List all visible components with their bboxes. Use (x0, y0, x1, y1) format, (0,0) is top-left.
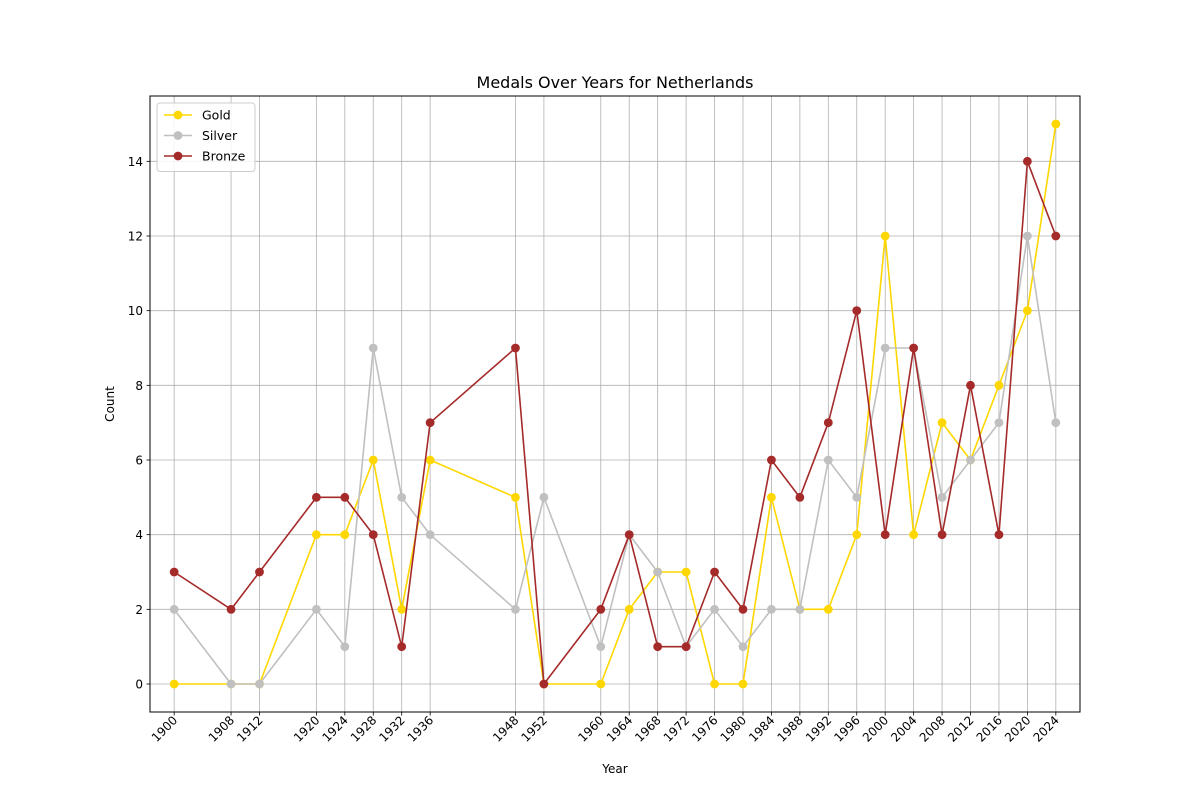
gold-point (994, 380, 1004, 390)
legend-item-bronze: Bronze (164, 149, 246, 164)
gold-point (1051, 119, 1061, 129)
gold-point (710, 679, 719, 689)
chart-title: Medals Over Years for Netherlands (477, 73, 754, 92)
y-axis-ticks: 0 2 4 6 8 10 12 14 (128, 155, 150, 692)
y-tick-label: 8 (135, 379, 143, 393)
silver-point (1051, 418, 1061, 428)
silver-point (767, 604, 776, 614)
bronze-point (624, 530, 634, 540)
legend-item-silver: Silver (164, 128, 238, 143)
bronze-point (1051, 231, 1061, 241)
silver-point (653, 567, 663, 577)
gold-point (397, 604, 407, 614)
silver-point (596, 642, 606, 652)
silver-point (738, 642, 748, 652)
silver-point (255, 679, 264, 689)
bronze-point (681, 642, 691, 652)
silver-point (937, 492, 947, 502)
bronze-point (880, 530, 890, 540)
gold-point (169, 679, 179, 689)
legend-item-gold: Gold (164, 108, 231, 123)
bronze-point (909, 343, 919, 353)
bronze-point (311, 492, 321, 502)
y-tick-label: 10 (128, 304, 143, 318)
legend-label: Silver (202, 128, 238, 143)
gold-point (767, 492, 776, 502)
bronze-point (966, 380, 975, 390)
gold-point (368, 455, 378, 465)
bronze-point (738, 604, 748, 614)
x-axis-title: Year (601, 762, 627, 776)
y-tick-label: 12 (128, 230, 143, 244)
silver-point (994, 418, 1004, 428)
bronze-point (539, 679, 549, 689)
legend-swatch-marker (173, 131, 183, 140)
legend: Gold Silver Bronze (156, 102, 256, 172)
legend-swatch-marker (173, 110, 183, 120)
y-axis-title: Count (103, 386, 117, 422)
bronze-point (169, 567, 179, 577)
silver-point (511, 604, 520, 614)
bronze-point (767, 455, 776, 465)
y-tick-label: 6 (135, 454, 143, 468)
silver-point (311, 604, 321, 614)
bronze-point (226, 604, 236, 614)
silver-point (169, 604, 179, 614)
silver-point (880, 343, 890, 353)
bronze-point (710, 567, 719, 577)
bronze-point (994, 530, 1004, 540)
plot-frame (149, 95, 1081, 713)
silver-point (795, 604, 805, 614)
silver-point (340, 642, 350, 652)
silver-point (710, 604, 719, 614)
gold-point (937, 418, 947, 428)
gold-point (880, 231, 890, 241)
gold-point (823, 604, 833, 614)
bronze-point (511, 343, 520, 353)
silver-point (425, 530, 435, 540)
bronze-point (340, 492, 350, 502)
silver-point (966, 455, 975, 465)
bronze-series (169, 156, 1061, 689)
y-tick-label: 0 (135, 678, 143, 692)
bronze-point (937, 530, 947, 540)
silver-point (397, 492, 407, 502)
bronze-point (823, 418, 833, 428)
y-tick-label: 4 (135, 528, 143, 542)
bronze-point (852, 306, 862, 316)
silver-point (539, 492, 549, 502)
gold-point (511, 492, 520, 502)
gold-point (852, 530, 862, 540)
y-tick-label: 14 (128, 155, 143, 169)
silver-point (368, 343, 378, 353)
gold-point (340, 530, 350, 540)
series-layer (169, 119, 1061, 689)
gold-point (596, 679, 606, 689)
silver-point (823, 455, 833, 465)
gold-point (624, 604, 634, 614)
bronze-point (397, 642, 407, 652)
legend-label: Bronze (202, 149, 246, 164)
silver-point (226, 679, 236, 689)
bronze-point (368, 530, 378, 540)
bronze-point (425, 418, 435, 428)
gold-point (738, 679, 748, 689)
gold-point (681, 567, 691, 577)
bronze-point (1022, 156, 1032, 166)
legend-label: Gold (202, 108, 231, 123)
bronze-point (255, 567, 264, 577)
bronze-point (795, 492, 805, 502)
gold-point (425, 455, 435, 465)
bronze-point (596, 604, 606, 614)
bronze-point (653, 642, 663, 652)
gold-point (1022, 306, 1032, 316)
legend-swatch-marker (173, 151, 183, 161)
silver-point (852, 492, 862, 502)
silver-point (1022, 231, 1032, 241)
gold-point (311, 530, 321, 540)
gold-point (909, 530, 919, 540)
y-tick-label: 2 (135, 603, 143, 617)
